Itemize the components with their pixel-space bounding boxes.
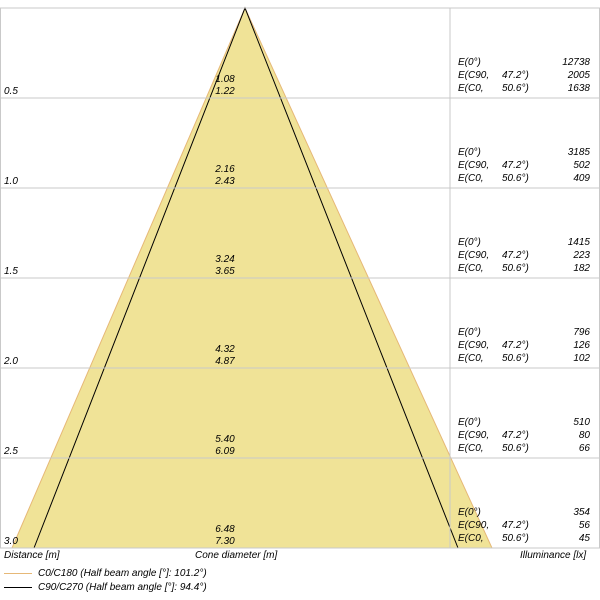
legend-inner: C90/C270 (Half beam angle [°]: 94.4°) (4, 582, 207, 593)
cone-value-bot: 6.09 (205, 446, 245, 457)
distance-value: 2.5 (4, 446, 18, 457)
legend-inner-text: C90/C270 (Half beam angle [°]: 94.4°) (38, 582, 207, 593)
distance-axis-label: Distance [m] (4, 550, 60, 561)
cone-value-top: 4.32 (205, 344, 245, 355)
cone-value-top: 5.40 (205, 434, 245, 445)
illuminance-block: E(0°)3185E(C90,47.2°)502E(C0,50.6°)409 (458, 146, 590, 185)
cone-value-top: 1.08 (205, 74, 245, 85)
legend-outer: C0/C180 (Half beam angle [°]: 101.2°) (4, 568, 207, 579)
cone-value-top: 3.24 (205, 254, 245, 265)
cone-value-bot: 4.87 (205, 356, 245, 367)
cone-value-bot: 7.30 (205, 536, 245, 547)
legend-outer-text: C0/C180 (Half beam angle [°]: 101.2°) (38, 568, 207, 579)
cone-value-bot: 3.65 (205, 266, 245, 277)
cone-value-bot: 2.43 (205, 176, 245, 187)
distance-value: 1.5 (4, 266, 18, 277)
illuminance-block: E(0°)796E(C90,47.2°)126E(C0,50.6°)102 (458, 326, 590, 365)
illum-axis-label: Illuminance [lx] (520, 550, 586, 561)
cone-axis-label: Cone diameter [m] (195, 550, 277, 561)
cone-value-bot: 1.22 (205, 86, 245, 97)
cone-diagram: Distance [m] Cone diameter [m] Illuminan… (0, 0, 600, 600)
distance-value: 1.0 (4, 176, 18, 187)
cone-value-top: 6.48 (205, 524, 245, 535)
legend-inner-swatch (4, 587, 32, 588)
legend-outer-swatch (4, 573, 32, 574)
cone-value-top: 2.16 (205, 164, 245, 175)
illuminance-block: E(0°)1415E(C90,47.2°)223E(C0,50.6°)182 (458, 236, 590, 275)
illuminance-block: E(0°)510E(C90,47.2°)80E(C0,50.6°)66 (458, 416, 590, 455)
illuminance-block: E(0°)12738E(C90,47.2°)2005E(C0,50.6°)163… (458, 56, 590, 95)
distance-value: 3.0 (4, 536, 18, 547)
illuminance-block: E(0°)354E(C90,47.2°)56E(C0,50.6°)45 (458, 506, 590, 545)
distance-value: 0.5 (4, 86, 18, 97)
distance-value: 2.0 (4, 356, 18, 367)
